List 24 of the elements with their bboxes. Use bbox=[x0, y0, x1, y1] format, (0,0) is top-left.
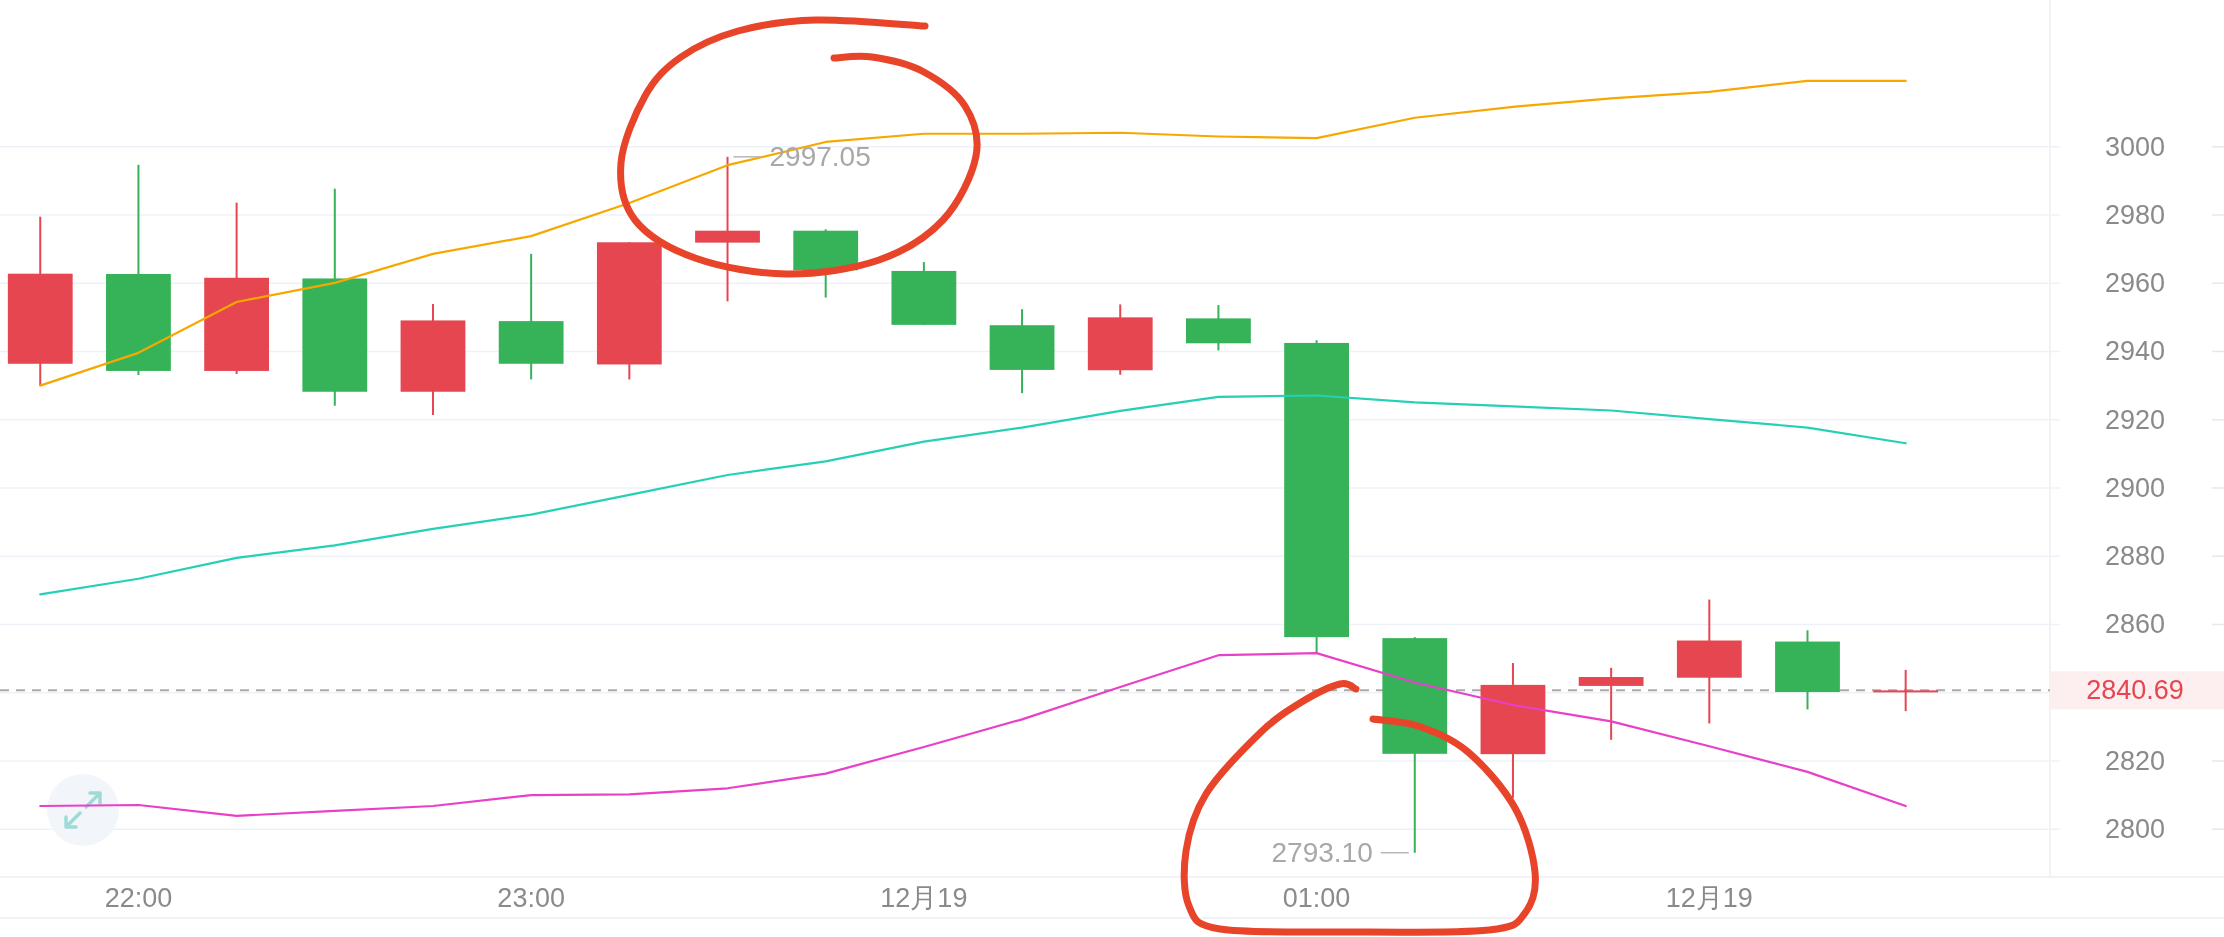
y-tick-label: 2940 bbox=[2104, 336, 2166, 367]
line-series bbox=[39, 79, 1907, 387]
line-series bbox=[39, 394, 1907, 596]
x-tick-label: 01:00 bbox=[1282, 882, 1351, 913]
x-tick-label: 12月19 bbox=[880, 882, 968, 913]
y-tick-label: 3000 bbox=[2104, 131, 2166, 162]
ref-line-label: 2840.69 bbox=[2086, 675, 2184, 706]
x-tick-label: 22:00 bbox=[104, 882, 173, 913]
line-series bbox=[39, 652, 1907, 818]
candlestick bbox=[1578, 666, 1644, 741]
annotation: 2997.05 bbox=[769, 141, 871, 173]
y-tick-label: 2880 bbox=[2104, 541, 2166, 572]
annotation: 2793.10 bbox=[1271, 837, 1373, 869]
y-tick-label: 2820 bbox=[2104, 745, 2166, 776]
y-tick-label: 2960 bbox=[2104, 268, 2166, 299]
candlestick bbox=[695, 155, 760, 303]
candlestick bbox=[1873, 668, 1939, 713]
y-tick-label: 2800 bbox=[2104, 814, 2166, 845]
y-tick-label: 2920 bbox=[2104, 404, 2166, 435]
y-tick-label: 2900 bbox=[2104, 472, 2166, 503]
x-tick-label: 12月19 bbox=[1665, 882, 1753, 913]
y-tick-label: 2860 bbox=[2104, 609, 2166, 640]
x-tick-label: 23:00 bbox=[497, 882, 565, 913]
y-tick-label: 2980 bbox=[2104, 199, 2166, 230]
